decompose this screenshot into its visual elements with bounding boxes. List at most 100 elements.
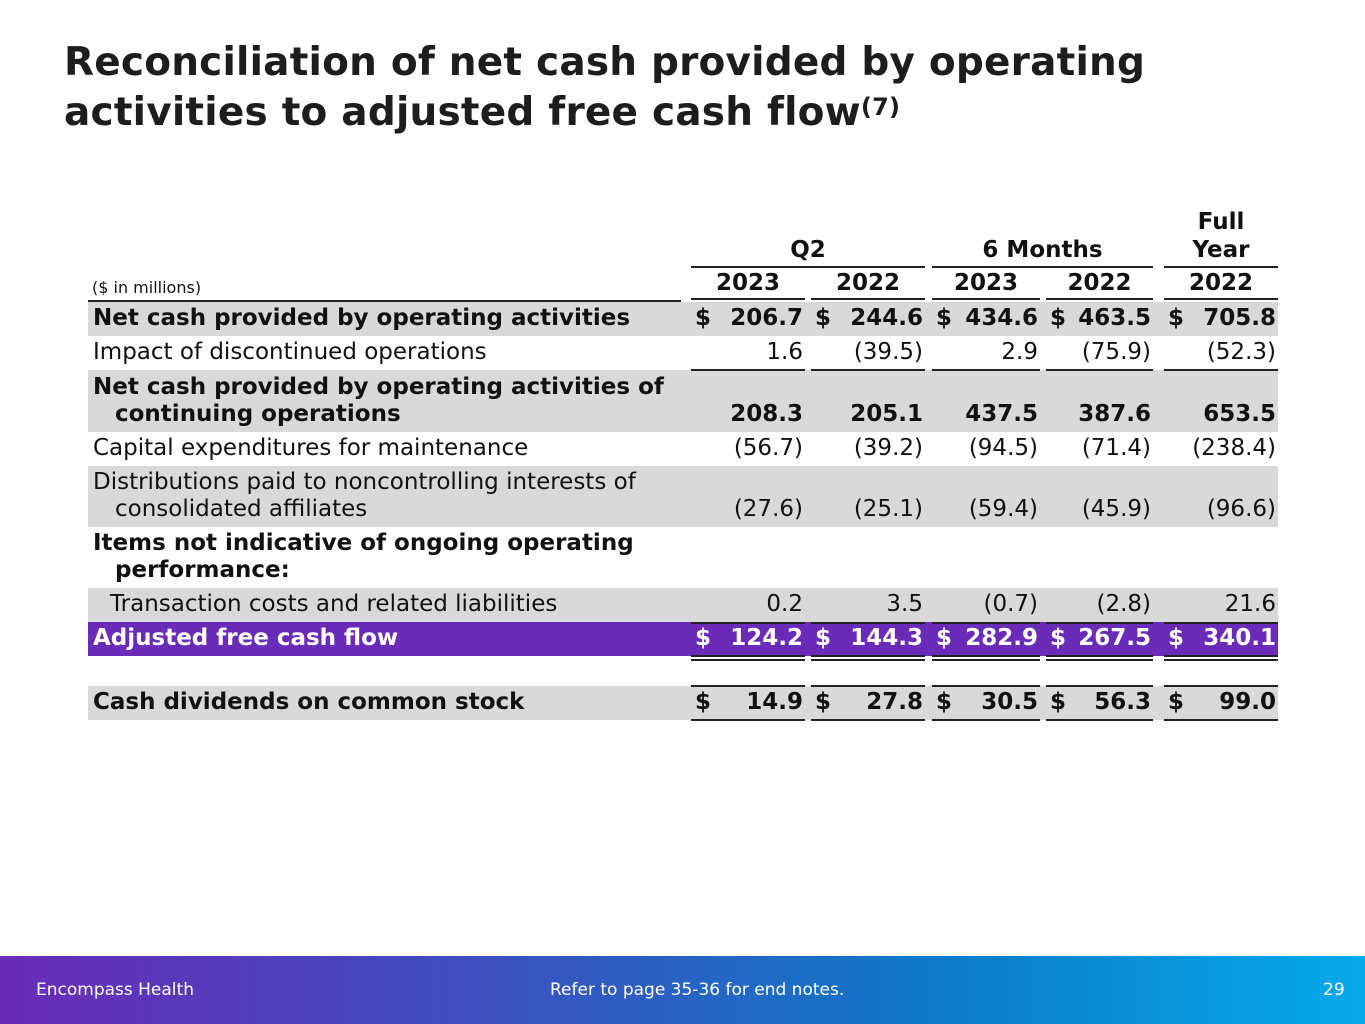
title-line-2: activities to adjusted free cash flow: [64, 90, 861, 135]
currency-symbol: $: [936, 305, 953, 331]
row-label: Items not indicative of ongoing operatin…: [93, 530, 634, 584]
company-name: Encompass Health: [36, 980, 194, 1000]
value: 3.5: [886, 591, 923, 617]
divider: [691, 659, 805, 661]
row-label: Capital expenditures for maintenance: [93, 435, 528, 462]
value: 340.1: [1203, 625, 1276, 651]
value: (27.6): [733, 496, 803, 522]
value: 2.9: [1001, 339, 1038, 365]
table-row-nci-distributions: Distributions paid to noncontrolling int…: [88, 466, 1278, 527]
divider: [1164, 659, 1278, 661]
divider: [811, 655, 925, 657]
year-header: 2022: [1046, 268, 1153, 300]
currency-symbol: $: [815, 625, 832, 651]
divider: [932, 622, 1040, 624]
value: 14.9: [746, 689, 803, 715]
value-cell: $244.6: [815, 305, 923, 332]
value: (2.8): [1096, 591, 1151, 617]
divider: [1164, 622, 1278, 624]
divider: [691, 719, 805, 721]
table-row-discontinued-ops: Impact of discontinued operations 1.6 (39.…: [88, 336, 1278, 370]
row-label-text: Impact of discontinued operations: [93, 339, 487, 365]
title-footnote: (7): [860, 93, 901, 121]
currency-symbol: $: [1050, 625, 1067, 651]
value: 30.5: [981, 689, 1038, 715]
currency-symbol: $: [695, 689, 712, 715]
year-header: 2023: [932, 268, 1040, 300]
divider: [691, 655, 805, 657]
value-cell: 437.5: [936, 401, 1038, 428]
divider: [1164, 685, 1278, 687]
value-cell: $27.8: [815, 689, 923, 716]
value-cell: 2.9: [936, 339, 1038, 366]
divider: [691, 369, 805, 371]
value: (59.4): [968, 496, 1038, 522]
value-cell: (0.7): [936, 591, 1038, 618]
value: (238.4): [1192, 435, 1276, 461]
table-row-items-not-indicative: Items not indicative of ongoing operatin…: [88, 527, 1278, 588]
currency-symbol: $: [695, 305, 712, 331]
row-label-text-continued: continuing operations: [115, 401, 401, 427]
row-label: Impact of discontinued operations: [93, 339, 487, 366]
value-cell: (45.9): [1050, 496, 1151, 523]
divider: [932, 655, 1040, 657]
value: 387.6: [1078, 401, 1151, 427]
value: (75.9): [1081, 339, 1151, 365]
row-label-text: Net cash provided by operating activitie…: [93, 305, 631, 331]
value: 244.6: [850, 305, 923, 331]
value-cell: (39.2): [815, 435, 923, 462]
table-row-capex-maintenance: Capital expenditures for maintenance (56.…: [88, 432, 1278, 466]
row-label-text: Net cash provided by operating activitie…: [93, 374, 664, 400]
value: (25.1): [853, 496, 923, 522]
currency-symbol: $: [695, 625, 712, 651]
value: 56.3: [1094, 689, 1151, 715]
value-cell: $14.9: [695, 689, 803, 716]
group-full: Full: [1197, 209, 1245, 235]
divider: [1164, 655, 1278, 657]
table-row-adjusted-free-cash-flow: Adjusted free cash flow $124.2 $144.3 $282.…: [88, 622, 1278, 656]
row-label-text: Adjusted free cash flow: [93, 625, 399, 651]
value: 705.8: [1203, 305, 1276, 331]
units-label: ($ in millions): [92, 278, 202, 297]
year-header: 2023: [691, 268, 805, 300]
value: 653.5: [1203, 401, 1276, 427]
currency-symbol: $: [815, 689, 832, 715]
value: 144.3: [850, 625, 923, 651]
divider: [811, 685, 925, 687]
value: 27.8: [866, 689, 923, 715]
table-row-net-cash-operating: Net cash provided by operating activitie…: [88, 302, 1278, 336]
currency-symbol: $: [936, 625, 953, 651]
divider: [932, 266, 1153, 268]
value: (96.6): [1206, 496, 1276, 522]
value: (56.7): [733, 435, 803, 461]
value-cell: 21.6: [1168, 591, 1276, 618]
value: 434.6: [965, 305, 1038, 331]
value-cell: (94.5): [936, 435, 1038, 462]
row-label-text: Transaction costs and related liabilitie…: [110, 591, 558, 617]
value: (45.9): [1081, 496, 1151, 522]
divider: [1046, 659, 1153, 661]
value-cell: (56.7): [695, 435, 803, 462]
row-label: Cash dividends on common stock: [93, 689, 524, 716]
divider: [1046, 719, 1153, 721]
value: (0.7): [983, 591, 1038, 617]
value-cell: 3.5: [815, 591, 923, 618]
value-cell: 387.6: [1050, 401, 1151, 428]
value: 0.2: [766, 591, 803, 617]
currency-symbol: $: [1168, 625, 1185, 651]
divider: [932, 719, 1040, 721]
divider: [811, 719, 925, 721]
value: (52.3): [1206, 339, 1276, 365]
value-cell: (71.4): [1050, 435, 1151, 462]
value: 124.2: [730, 625, 803, 651]
page-number: 29: [1323, 980, 1345, 1000]
value-cell: $30.5: [936, 689, 1038, 716]
divider: [932, 659, 1040, 661]
year-header: 2022: [811, 268, 925, 300]
row-label: Net cash provided by operating activitie…: [93, 374, 664, 428]
row-label-text: Capital expenditures for maintenance: [93, 435, 529, 461]
row-label-text-continued: consolidated affiliates: [115, 496, 368, 522]
divider: [1164, 719, 1278, 721]
row-label: Net cash provided by operating activitie…: [93, 305, 630, 332]
year-header: 2022: [1164, 268, 1278, 300]
